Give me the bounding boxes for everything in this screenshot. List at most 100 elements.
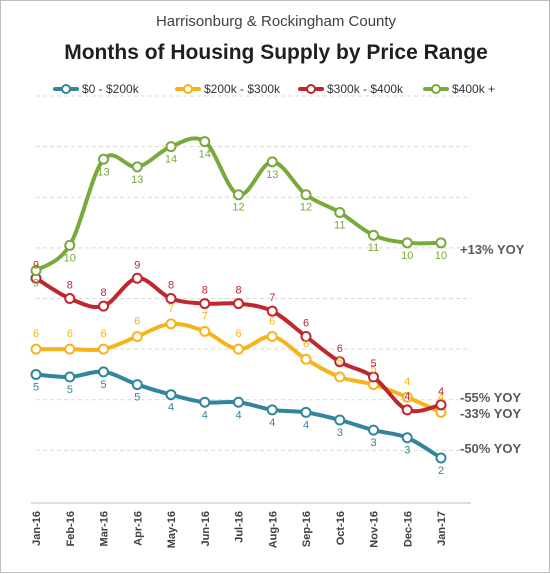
data-point [334,206,346,218]
chart-subtitle: Harrisonburg & Rockingham County [156,13,397,30]
data-point [368,229,379,241]
data-point [131,272,143,284]
data-label: 14 [165,154,177,166]
data-point [334,371,346,383]
data-point [165,141,177,153]
data-point [266,330,278,342]
data-point [300,189,312,201]
x-tick-label: Oct-16 [335,511,347,545]
data-point [131,330,143,342]
yoy-annotations: -50% YOY -33% YOY-55% YOY +13% YOY [460,242,525,456]
x-tick-label: Dec-16 [402,511,414,547]
x-tick-label: Jun-16 [200,511,212,546]
data-point [300,330,312,342]
data-label: 5 [33,381,39,393]
data-label: 7 [269,292,275,304]
chart-title: Months of Housing Supply by Price Range [64,41,488,64]
data-label: 6 [100,328,106,340]
data-point [199,325,211,337]
data-label: 4 [438,391,444,403]
data-label: 4 [438,386,444,398]
data-label: 5 [134,392,140,404]
data-label: 8 [202,285,208,297]
data-label: 6 [67,328,73,340]
x-tick-label: Aug-16 [267,511,279,548]
data-point [435,399,447,411]
x-tick-label: Mar-16 [99,511,111,546]
series-3 [30,136,447,277]
data-point [64,293,76,304]
data-label: 6 [269,315,275,327]
data-point [165,318,177,330]
data-label: 9 [134,259,140,271]
data-label: 8 [235,285,241,297]
data-label: 10 [64,252,76,264]
data-point [98,153,109,165]
data-label: 14 [199,149,211,161]
data-point [199,298,211,310]
yoy-annotation: -50% YOY [460,441,522,456]
data-point [64,371,76,383]
data-label: 8 [67,280,73,292]
data-point [98,343,109,355]
data-label: 3 [404,445,410,457]
series-2 [30,272,447,416]
yoy-annotation: +13% YOY [460,242,525,257]
data-label: 10 [401,250,413,262]
legend-swatch-marker [431,84,441,94]
data-label: 6 [235,328,241,340]
data-point [233,396,244,408]
x-tick-label: Sep-16 [301,511,313,547]
data-point [233,189,244,201]
gridlines [36,95,471,451]
data-point [165,293,177,304]
data-point [401,237,413,249]
x-tick-label: May-16 [166,511,178,548]
data-label: 13 [266,169,278,181]
data-label: 9 [33,259,39,271]
data-label: 4 [404,376,410,388]
data-point [300,406,312,418]
data-label: 6 [134,315,140,327]
data-point [98,366,109,378]
data-label: 13 [131,174,143,186]
data-label: 11 [368,242,379,254]
data-label: 7 [202,310,208,322]
data-point [266,404,278,416]
data-point [30,368,42,380]
x-tick-label: Feb-16 [65,511,77,546]
series-layer [30,136,447,464]
data-label: 5 [370,364,376,376]
data-label: 12 [300,202,312,214]
data-label: 4 [303,419,309,431]
data-label: 3 [370,437,376,449]
data-point [199,136,211,148]
legend-swatch-marker [183,84,193,94]
data-point [131,161,143,173]
series-1 [30,318,447,418]
data-label: 8 [168,280,174,292]
x-tick-label: Apr-16 [132,511,144,546]
data-point [233,298,244,310]
data-point [64,343,76,355]
data-point [401,404,413,416]
data-point [401,432,413,444]
data-label: 5 [100,379,106,391]
x-tick-label: Nov-16 [369,511,381,548]
legend-item: $300k - $400k [298,82,404,96]
data-label: 13 [97,166,109,178]
series-0 [30,366,447,464]
legend-item: $200k - $300k [175,82,281,96]
data-point [401,391,413,403]
data-label: 12 [232,202,244,214]
data-label: 2 [438,465,444,477]
data-label: 6 [33,328,39,340]
data-point [368,371,379,383]
data-point [131,379,143,391]
data-label: 3 [337,427,343,439]
data-point [334,414,346,426]
x-tick-label: Jul-16 [234,511,246,543]
data-label: 4 [235,409,241,421]
